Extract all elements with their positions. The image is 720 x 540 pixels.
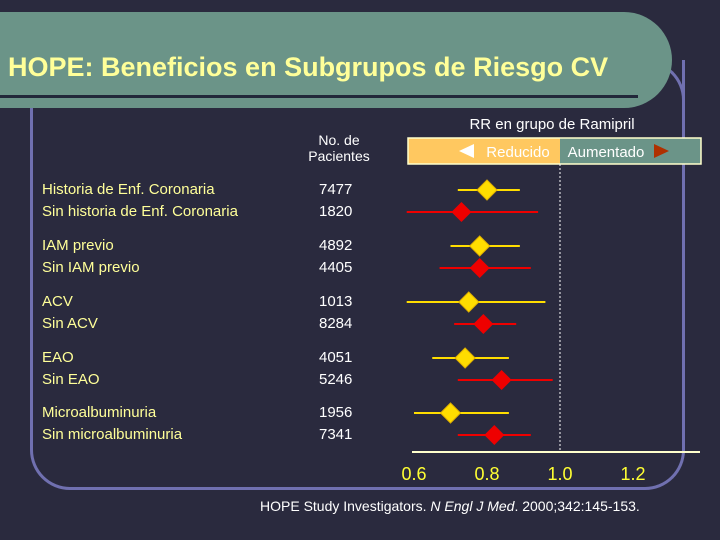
row-label: ACV — [42, 293, 73, 310]
citation-details: . 2000;342:145-153. — [514, 498, 640, 514]
point-estimate — [484, 425, 505, 445]
patients-header: No. de Pacientes — [308, 132, 370, 164]
point-estimate — [491, 370, 512, 390]
row-patients: 1820 — [319, 203, 353, 220]
row-label: Sin historia de Enf. Coronaria — [42, 203, 238, 220]
row-patients: 7341 — [319, 426, 353, 443]
legend-increased-label: Aumentado — [568, 144, 645, 161]
row-patients: 5246 — [319, 371, 353, 388]
arrow-left-icon — [459, 144, 474, 158]
x-tick-label: 1.0 — [547, 464, 572, 484]
row-label: Sin ACV — [42, 315, 98, 332]
x-tick-label: 1.2 — [620, 464, 645, 484]
row-label: Sin microalbuminuria — [42, 426, 183, 443]
legend-increased-box — [560, 138, 701, 164]
citation-authors: HOPE Study Investigators. — [260, 498, 431, 514]
row-patients: 4051 — [319, 349, 353, 366]
row-label: Sin EAO — [42, 371, 100, 388]
citation-journal: N Engl J Med — [430, 498, 515, 514]
point-estimate — [469, 258, 490, 278]
legend-border — [407, 137, 702, 165]
point-estimate — [458, 291, 480, 313]
point-estimate — [454, 347, 476, 369]
legend-reduced-box — [408, 138, 560, 164]
point-estimate — [473, 314, 494, 334]
point-estimate — [439, 402, 462, 424]
x-tick-label: 0.6 — [401, 464, 426, 484]
point-estimate — [468, 235, 491, 257]
row-patients: 8284 — [319, 315, 353, 332]
page-title: HOPE: Beneficios en Subgrupos de Riesgo … — [8, 52, 609, 82]
title-band — [0, 12, 672, 108]
row-patients: 4892 — [319, 237, 353, 254]
title-underline — [0, 95, 638, 98]
row-label: Sin IAM previo — [42, 259, 140, 276]
row-label: Microalbuminuria — [42, 404, 157, 421]
row-patients: 7477 — [319, 181, 353, 198]
chart-title: RR en grupo de Ramipril — [469, 116, 634, 133]
citation: HOPE Study Investigators. N Engl J Med. … — [260, 498, 640, 514]
row-label: IAM previo — [42, 237, 114, 254]
arrow-right-icon — [654, 144, 669, 158]
row-patients: 1013 — [319, 293, 353, 310]
row-label: Historia de Enf. Coronaria — [42, 181, 215, 198]
legend-reduced-label: Reducido — [486, 144, 549, 161]
slide-frame — [30, 60, 685, 490]
x-tick-label: 0.8 — [474, 464, 499, 484]
point-estimate — [451, 202, 472, 222]
point-estimate — [476, 179, 498, 201]
row-patients: 1956 — [319, 404, 353, 421]
row-patients: 4405 — [319, 259, 353, 276]
row-label: EAO — [42, 349, 74, 366]
